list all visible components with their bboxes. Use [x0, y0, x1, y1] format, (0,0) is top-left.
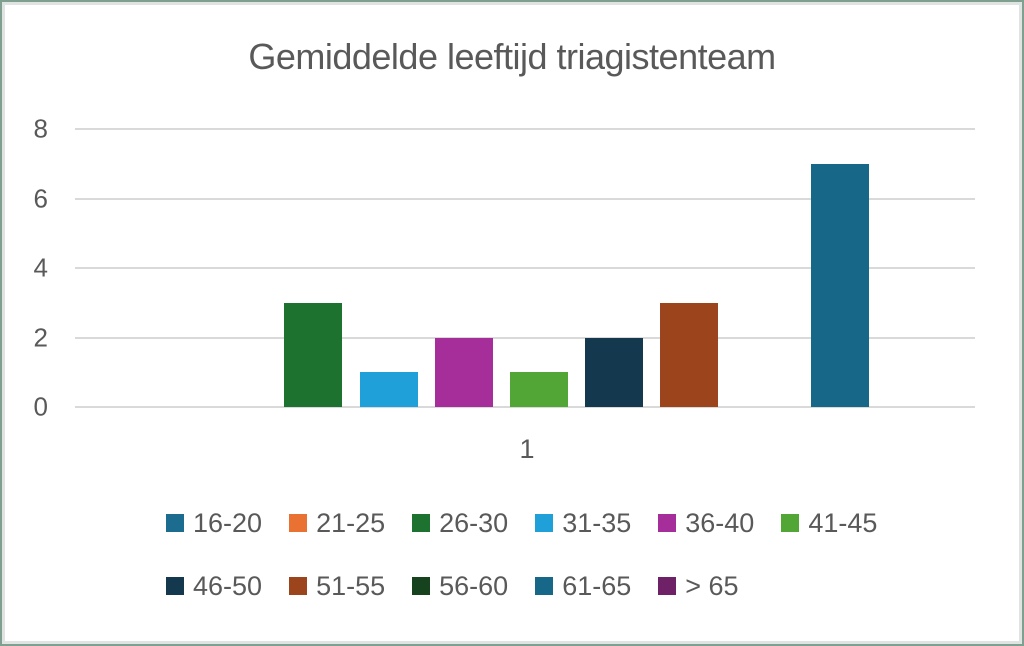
legend-label: 41-45: [808, 508, 878, 538]
legend-item: 46-50: [166, 566, 262, 606]
x-axis-tick-label: 1: [519, 434, 535, 464]
gridline: [75, 128, 975, 130]
legend-item: 31-35: [535, 503, 631, 543]
legend-swatch-icon: [166, 514, 184, 532]
bar-3135: [359, 372, 418, 407]
legend-item: 36-40: [658, 503, 754, 543]
legend-item: 56-60: [412, 566, 508, 606]
legend-label: 26-30: [439, 508, 509, 538]
chart-title: Gemiddelde leeftijd triagistenteam: [248, 36, 776, 77]
legend-swatch-icon: [166, 577, 184, 595]
legend-label: 61-65: [562, 571, 632, 601]
y-axis-tick-label: 8: [33, 113, 48, 144]
legend-row: 16-20 21-25 26-30 31-35 36-40 41-45: [166, 503, 904, 543]
legend-label: 36-40: [685, 508, 755, 538]
bar-2630: [284, 302, 343, 407]
legend-label: 51-55: [316, 571, 386, 601]
bar-6165: [810, 163, 869, 407]
legend-swatch-icon: [289, 514, 308, 532]
chart-legend: 16-20 21-25 26-30 31-35 36-40 41-45 46-50 51-55…: [166, 503, 904, 606]
y-axis-tick-label: 0: [33, 391, 48, 422]
legend-item: > 65: [658, 566, 739, 606]
gridline: [75, 267, 975, 269]
legend-swatch-icon: [289, 577, 308, 595]
legend-label: 56-60: [439, 571, 509, 601]
legend-label: 31-35: [562, 508, 632, 538]
legend-item: 41-45: [781, 503, 877, 543]
gridline: [75, 197, 975, 200]
bar-5155: [660, 302, 719, 407]
legend-swatch-icon: [658, 577, 677, 595]
legend-swatch-icon: [535, 577, 554, 595]
plot-area: [75, 128, 975, 408]
legend-label: 16-20: [193, 508, 263, 538]
legend-label: > 65: [685, 571, 739, 601]
legend-item: 16-20: [166, 503, 262, 543]
legend-item: 61-65: [535, 566, 631, 606]
y-axis-tick-label: 2: [33, 322, 48, 352]
bar-4650: [585, 337, 644, 407]
legend-swatch-icon: [412, 514, 431, 532]
bar-3640: [434, 337, 493, 407]
legend-label: 21-25: [316, 508, 386, 538]
legend-swatch-icon: [781, 514, 800, 532]
gridline: [75, 406, 975, 408]
legend-label: 46-50: [193, 571, 263, 601]
legend-swatch-icon: [658, 514, 677, 532]
gridline: [75, 336, 975, 339]
legend-row: 46-50 51-55 56-60 61-65 > 65: [166, 566, 904, 606]
y-axis-tick-label: 6: [33, 183, 48, 213]
legend-item: 26-30: [412, 503, 508, 543]
legend-swatch-icon: [412, 577, 431, 595]
legend-swatch-icon: [535, 514, 554, 532]
y-axis-tick-label: 4: [33, 252, 48, 283]
bar-4145: [510, 372, 568, 407]
legend-item: 51-55: [289, 566, 385, 606]
legend-item: 21-25: [289, 503, 385, 543]
